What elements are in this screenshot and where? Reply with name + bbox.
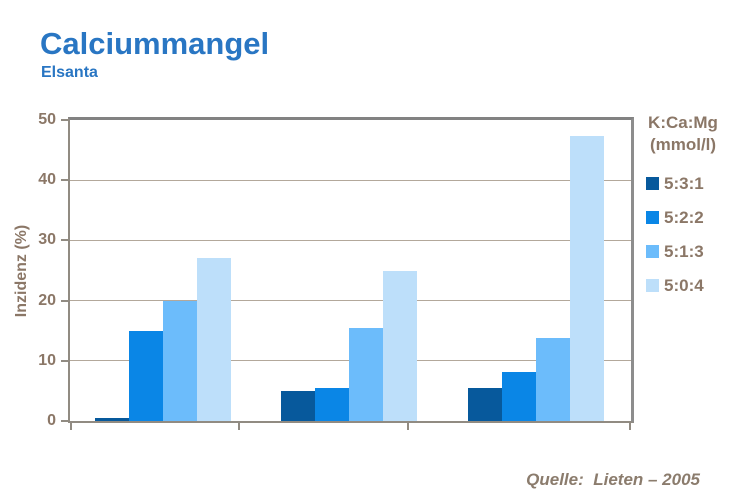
x-tick-mark-0 <box>70 423 72 430</box>
bar-5:3:1-group1 <box>95 418 129 421</box>
y-tick-label-0: 0 <box>47 412 56 429</box>
legend-label: 5:1:3 <box>664 241 704 261</box>
y-tick-mark-0 <box>61 420 68 422</box>
gridline-20 <box>70 300 631 302</box>
bar-group-1 <box>95 120 231 421</box>
plot-area <box>68 117 634 430</box>
x-tick-mark-1 <box>238 423 240 430</box>
y-tick-label-20: 20 <box>38 291 56 309</box>
y-tick-mark-40 <box>61 179 68 182</box>
source-label: Quelle: <box>526 470 584 489</box>
y-tick-label-50: 50 <box>38 111 56 128</box>
bar-5:1:3-group2 <box>349 327 383 421</box>
bar-5:1:3-group3 <box>536 337 570 421</box>
legend-swatch-icon <box>646 279 659 292</box>
bar-5:0:4-group2 <box>383 270 417 421</box>
bar-5:2:2-group3 <box>502 371 536 421</box>
y-axis: 0 10 20 30 40 50 <box>0 111 68 429</box>
gridline-30 <box>70 239 631 241</box>
y-tick-mark-10 <box>61 359 68 362</box>
legend-items: 5:3:1 5:2:2 5:1:3 5:0:4 <box>636 173 730 295</box>
bar-5:3:1-group2 <box>281 390 315 421</box>
source-gap <box>584 470 593 489</box>
y-tick-label-30: 30 <box>38 231 56 249</box>
legend-title-line1: K:Ca:Mg <box>648 113 718 132</box>
legend-label: 5:3:1 <box>664 173 704 193</box>
y-tick-mark-30 <box>61 239 68 242</box>
source-value: Lieten – 2005 <box>593 470 700 489</box>
x-tick-mark-3 <box>629 423 631 430</box>
bar-5:2:2-group1 <box>129 330 163 421</box>
legend-item-5:2:2: 5:2:2 <box>636 207 730 227</box>
legend-label: 5:2:2 <box>664 207 704 227</box>
bar-5:2:2-group2 <box>315 387 349 421</box>
x-tick-mark-2 <box>407 423 409 430</box>
legend-swatch-icon <box>646 177 659 190</box>
y-tick-label-10: 10 <box>38 351 56 369</box>
bar-5:1:3-group1 <box>163 300 197 421</box>
y-tick-mark-50 <box>61 119 68 121</box>
y-tick-mark-20 <box>61 299 68 302</box>
bar-group-2 <box>281 120 417 421</box>
source-attribution: Quelle: Lieten – 2005 <box>526 470 700 490</box>
legend-title: K:Ca:Mg (mmol/l) <box>636 112 730 156</box>
legend-item-5:1:3: 5:1:3 <box>636 241 730 261</box>
bar-5:0:4-group3 <box>570 136 604 421</box>
page-subtitle: Elsanta <box>41 64 98 81</box>
bar-5:3:1-group3 <box>468 387 502 421</box>
bar-group-3 <box>468 120 604 421</box>
legend-swatch-icon <box>646 211 659 224</box>
bar-5:0:4-group1 <box>197 258 231 421</box>
legend: K:Ca:Mg (mmol/l) 5:3:1 5:2:2 5:1:3 5:0:4 <box>636 112 730 311</box>
y-tick-label-40: 40 <box>38 171 56 189</box>
legend-swatch-icon <box>646 245 659 258</box>
legend-item-5:3:1: 5:3:1 <box>636 173 730 193</box>
legend-label: 5:0:4 <box>664 275 704 295</box>
gridline-40 <box>70 179 631 181</box>
legend-title-line2: (mmol/l) <box>649 135 717 154</box>
legend-item-5:0:4: 5:0:4 <box>636 275 730 295</box>
page-title: Calciummangel <box>40 26 270 61</box>
